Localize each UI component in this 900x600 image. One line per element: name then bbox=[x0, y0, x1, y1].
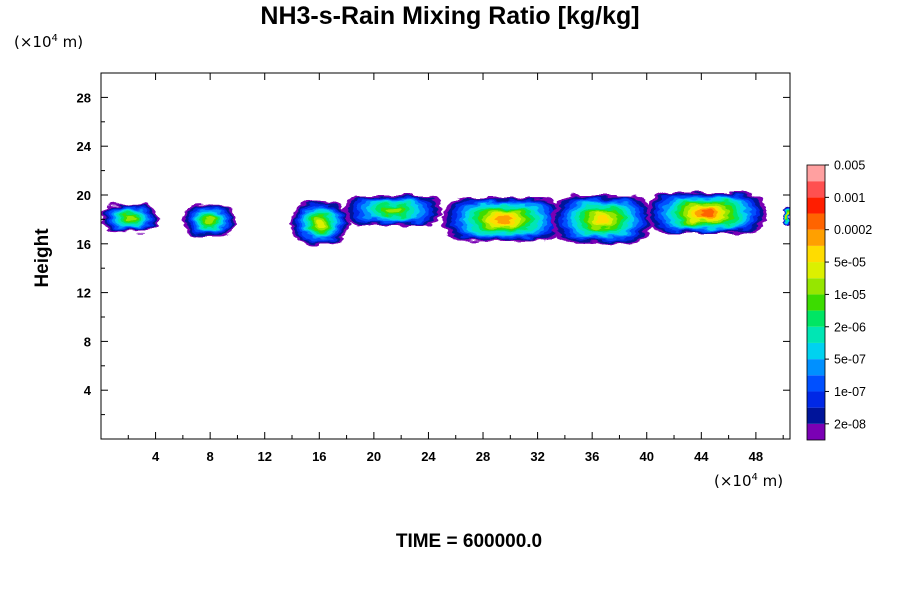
colorbar-swatch bbox=[807, 229, 825, 246]
y-tick-label: 24 bbox=[77, 139, 92, 154]
cloud-region bbox=[442, 197, 565, 242]
plot-frame bbox=[100, 72, 791, 440]
colorbar-swatch bbox=[807, 326, 825, 343]
cloud-region bbox=[343, 195, 443, 226]
colorbar-swatch bbox=[807, 245, 825, 263]
x-tick-label: 44 bbox=[694, 449, 709, 464]
time-label: TIME = 600000.0 bbox=[395, 531, 543, 552]
x-tick-label: 24 bbox=[421, 449, 436, 464]
colorbar-label: 0.001 bbox=[834, 191, 865, 205]
colorbar-label: 1e-07 bbox=[834, 385, 866, 399]
x-axis-unit: (×104 m) bbox=[714, 472, 784, 490]
chart-title: NH3-s-Rain Mixing Ratio [kg/kg] bbox=[260, 2, 640, 30]
y-tick-label: 12 bbox=[77, 286, 91, 301]
y-tick-label: 4 bbox=[84, 383, 92, 398]
colorbar-swatch bbox=[807, 407, 825, 424]
x-tick-label: 36 bbox=[585, 449, 599, 464]
colorbar-swatch bbox=[807, 391, 825, 408]
x-tick-label: 20 bbox=[367, 449, 381, 464]
contour-band bbox=[205, 217, 214, 224]
x-tick-label: 32 bbox=[530, 449, 544, 464]
cloud-region bbox=[646, 192, 767, 235]
cloud-region bbox=[290, 201, 350, 246]
colorbar-label: 2e-08 bbox=[834, 417, 866, 431]
y-tick-label: 16 bbox=[77, 237, 91, 252]
colorbar-swatch bbox=[807, 213, 825, 230]
colorbar-frame bbox=[806, 164, 826, 441]
contour-band bbox=[700, 210, 714, 217]
contour-band bbox=[595, 215, 609, 224]
colorbar: 2e-08 1e-07 5e-07 2e-06 1e-05 5e-05 0.0002 0.00… bbox=[806, 159, 872, 441]
x-tick-label: 12 bbox=[257, 449, 271, 464]
colorbar-swatch bbox=[807, 262, 825, 279]
colorbar-label: 5e-05 bbox=[834, 256, 866, 270]
y-tick-label: 8 bbox=[84, 334, 91, 349]
colorbar-swatch bbox=[807, 197, 825, 214]
y-axis-unit: (×104 m) bbox=[14, 33, 84, 51]
colorbar-swatch bbox=[807, 165, 825, 182]
colorbar-label: 0.005 bbox=[834, 159, 865, 173]
colorbar-swatch bbox=[807, 342, 825, 360]
colorbar-label: 5e-07 bbox=[834, 353, 866, 367]
contour-band bbox=[786, 214, 788, 218]
colorbar-swatch bbox=[807, 375, 825, 392]
colorbar-label: 1e-05 bbox=[834, 288, 866, 302]
cloud-region bbox=[783, 207, 790, 226]
y-tick-label: 20 bbox=[77, 188, 91, 203]
colorbar-swatch bbox=[807, 278, 825, 295]
cloud-region bbox=[101, 204, 159, 232]
contour-band bbox=[496, 215, 511, 223]
colorbar-label: 2e-06 bbox=[834, 320, 866, 334]
colorbar-swatch bbox=[807, 181, 825, 198]
y-tick-label: 28 bbox=[77, 90, 91, 105]
colorbar-swatch bbox=[807, 423, 825, 440]
x-tick-label: 16 bbox=[312, 449, 326, 464]
colorbar-label: 0.0002 bbox=[834, 223, 872, 237]
x-tick-label: 8 bbox=[207, 449, 214, 464]
contour-band bbox=[385, 207, 401, 214]
x-tick-label: 4 bbox=[152, 449, 160, 464]
colorbar-swatch bbox=[807, 294, 825, 311]
contour-band bbox=[125, 215, 134, 221]
contour-band bbox=[315, 218, 325, 228]
colorbar-swatch bbox=[807, 359, 825, 376]
colorbar-swatch bbox=[807, 310, 825, 327]
x-tick-label: 28 bbox=[476, 449, 490, 464]
cloud-region bbox=[182, 204, 237, 237]
cloud-region bbox=[551, 195, 654, 244]
x-tick-label: 48 bbox=[749, 449, 763, 464]
x-tick-label: 40 bbox=[640, 449, 654, 464]
